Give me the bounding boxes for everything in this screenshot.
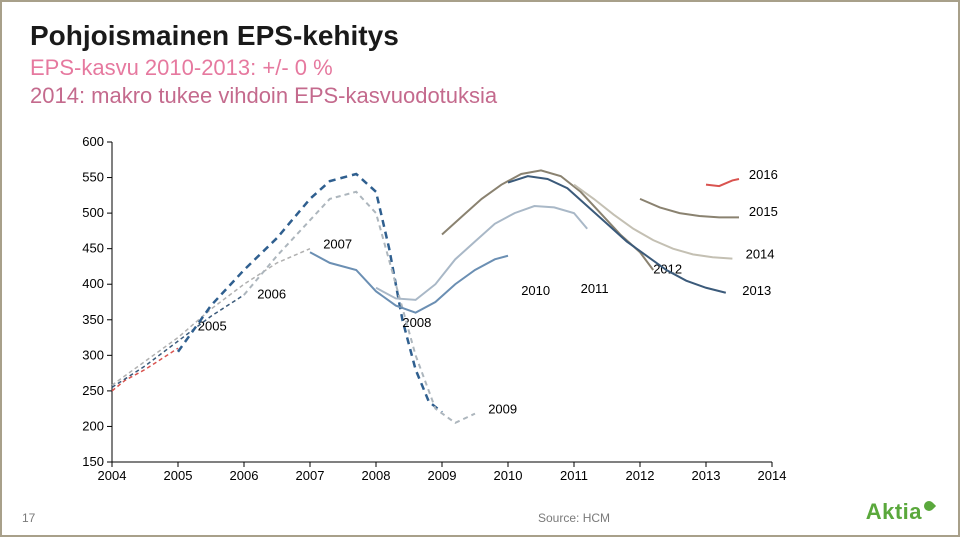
svg-text:2013: 2013 <box>692 468 721 483</box>
svg-text:300: 300 <box>82 347 104 362</box>
svg-text:350: 350 <box>82 312 104 327</box>
svg-text:200: 200 <box>82 418 104 433</box>
subtitle-line-1: EPS-kasvu 2010-2013: +/- 0 % <box>30 54 930 82</box>
svg-text:2015: 2015 <box>749 204 778 219</box>
page-number: 17 <box>22 511 35 525</box>
brand-logo: Aktia <box>866 499 934 525</box>
svg-text:2011: 2011 <box>581 281 609 296</box>
svg-text:2004: 2004 <box>98 468 127 483</box>
svg-text:600: 600 <box>82 134 104 149</box>
eps-line-chart: 150 200 250 300 350 400 450 500 550 600 2004 2005 20… <box>62 132 842 497</box>
svg-text:2014: 2014 <box>746 247 775 262</box>
svg-text:450: 450 <box>82 241 104 256</box>
svg-text:2016: 2016 <box>749 167 778 182</box>
chart-svg: 150 200 250 300 350 400 450 500 550 600 2004 2005 20… <box>62 132 842 492</box>
svg-text:2007: 2007 <box>296 468 325 483</box>
svg-text:250: 250 <box>82 383 104 398</box>
svg-text:2007: 2007 <box>323 237 352 252</box>
source-label: Source: HCM <box>538 511 610 525</box>
svg-text:2011: 2011 <box>560 468 588 483</box>
svg-text:2006: 2006 <box>230 468 259 483</box>
svg-text:500: 500 <box>82 205 104 220</box>
svg-text:2012: 2012 <box>626 468 655 483</box>
svg-text:400: 400 <box>82 276 104 291</box>
svg-text:2010: 2010 <box>494 468 523 483</box>
leaf-icon <box>922 499 936 513</box>
svg-text:150: 150 <box>82 454 104 469</box>
svg-text:2010: 2010 <box>521 283 550 298</box>
svg-text:2009: 2009 <box>428 468 457 483</box>
subtitle-line-2: 2014: makro tukee vihdoin EPS-kasvuodotu… <box>30 82 930 110</box>
svg-text:550: 550 <box>82 170 104 185</box>
svg-text:2005: 2005 <box>164 468 193 483</box>
svg-text:2005: 2005 <box>198 318 227 333</box>
svg-text:2013: 2013 <box>742 283 771 298</box>
svg-text:2009: 2009 <box>488 402 517 417</box>
svg-text:2014: 2014 <box>758 468 787 483</box>
slide-title: Pohjoismainen EPS-kehitys <box>30 20 930 52</box>
slide-footer: 17 Source: HCM Aktia <box>22 499 934 525</box>
svg-text:2006: 2006 <box>257 286 286 301</box>
svg-text:2008: 2008 <box>362 468 391 483</box>
logo-text: Aktia <box>866 499 922 524</box>
